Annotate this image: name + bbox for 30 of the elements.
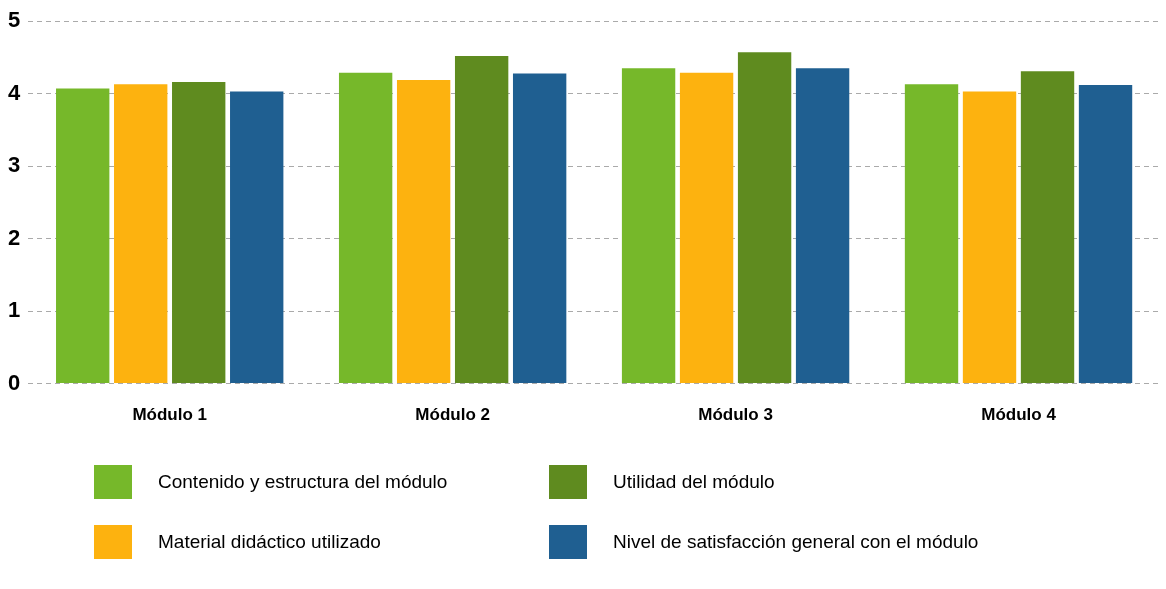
bar: [56, 88, 110, 384]
bar: [962, 91, 1017, 384]
y-tick-label: 0: [7, 369, 21, 395]
bar: [1078, 84, 1133, 384]
bar: [795, 68, 850, 384]
y-tick-label: 3: [7, 152, 21, 178]
bar: [230, 91, 284, 384]
y-tick-label: 1: [7, 297, 21, 323]
x-tick-label: Módulo 1: [132, 405, 208, 425]
y-tick-label: 5: [7, 7, 21, 33]
legend-label: Utilidad del módulo: [613, 471, 775, 493]
x-tick-label: Módulo 3: [698, 405, 773, 425]
bar: [114, 84, 168, 384]
bar: [396, 79, 451, 384]
legend-label: Nivel de satisfacción general con el módulo: [613, 531, 979, 553]
bar: [1020, 71, 1075, 384]
bar: [454, 55, 509, 384]
bar: [737, 52, 792, 384]
x-tick-label: Módulo 4: [981, 405, 1057, 425]
legend-label: Contenido y estructura del módulo: [158, 471, 448, 493]
x-tick-label: Módulo 2: [415, 405, 490, 425]
bar: [679, 72, 734, 384]
bar: [512, 73, 567, 384]
bar: [621, 68, 676, 384]
y-tick-label: 4: [7, 79, 21, 105]
legend-label: Material didáctico utilizado: [158, 531, 381, 553]
bar: [904, 84, 959, 384]
y-tick-label: 2: [7, 224, 21, 250]
bar: [338, 72, 393, 384]
bar: [172, 82, 226, 384]
